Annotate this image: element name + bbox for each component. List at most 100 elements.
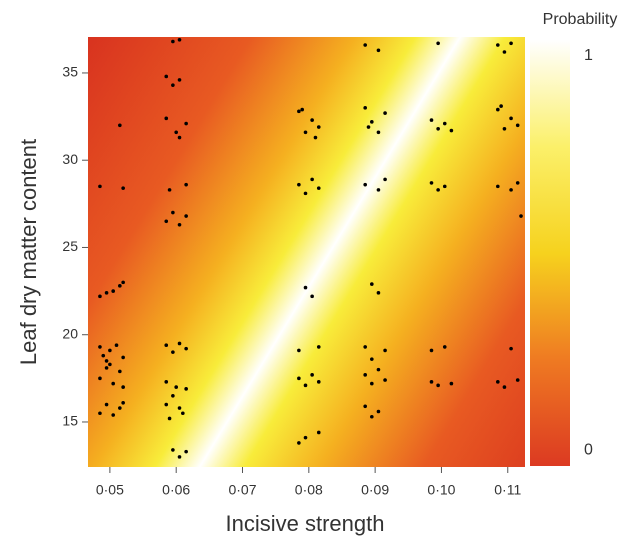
point	[310, 373, 314, 377]
point	[363, 182, 367, 187]
point	[164, 343, 169, 347]
point	[300, 107, 304, 112]
point	[177, 78, 182, 82]
point	[164, 402, 169, 407]
point	[111, 289, 115, 293]
y-tick-label: 20	[62, 325, 78, 341]
point	[177, 455, 182, 459]
point	[509, 41, 513, 46]
y-tick-label: 15	[62, 413, 78, 429]
point	[429, 348, 434, 353]
point	[118, 284, 122, 288]
point	[383, 111, 387, 115]
point	[502, 50, 507, 54]
point	[184, 182, 188, 187]
point	[111, 381, 115, 386]
point	[316, 125, 321, 129]
point	[436, 383, 440, 388]
point	[509, 116, 513, 121]
point	[164, 74, 169, 79]
point	[184, 346, 188, 351]
x-tick-label: 0·07	[228, 482, 256, 498]
point	[98, 376, 102, 381]
point	[164, 380, 169, 384]
point	[174, 130, 178, 135]
point	[436, 41, 440, 46]
point	[366, 125, 371, 129]
point	[121, 385, 125, 389]
point	[370, 282, 374, 286]
point	[376, 367, 381, 372]
point	[101, 353, 106, 358]
point	[98, 294, 102, 299]
x-tick-label: 0·05	[96, 482, 124, 498]
point	[167, 416, 172, 421]
point	[303, 435, 308, 440]
point	[496, 380, 500, 384]
point	[442, 184, 447, 189]
point	[121, 355, 125, 360]
point	[316, 380, 321, 384]
point	[164, 116, 169, 121]
point	[429, 380, 434, 384]
colorbar-tick-label: 0	[584, 441, 593, 458]
point	[171, 39, 175, 44]
point	[303, 130, 308, 135]
point	[104, 359, 109, 363]
point	[297, 348, 301, 353]
point	[496, 43, 500, 47]
point	[383, 348, 387, 353]
point	[171, 83, 175, 87]
point	[171, 393, 175, 398]
point	[449, 128, 454, 133]
point	[164, 219, 169, 224]
point	[177, 406, 182, 410]
point	[515, 123, 520, 128]
point	[171, 350, 175, 354]
point	[111, 413, 115, 417]
point	[184, 387, 188, 391]
point	[184, 449, 188, 454]
y-tick-label: 35	[62, 64, 78, 80]
point	[376, 409, 381, 414]
y-axis-label: Leaf dry matter content	[16, 139, 41, 365]
point	[363, 43, 367, 47]
point	[370, 414, 374, 419]
point	[363, 345, 367, 349]
x-tick-label: 0·06	[162, 482, 190, 498]
x-tick-label: 0·10	[427, 482, 455, 498]
point	[297, 109, 301, 114]
point	[118, 123, 122, 128]
point	[363, 404, 367, 409]
x-tick-label: 0·11	[494, 482, 521, 498]
point	[370, 120, 374, 124]
x-tick-label: 0·09	[361, 482, 389, 498]
probability-surface	[88, 37, 525, 467]
point	[316, 430, 321, 435]
point	[376, 130, 381, 135]
point	[297, 441, 301, 445]
point	[436, 126, 440, 131]
point	[167, 188, 172, 192]
point	[297, 182, 301, 187]
point	[171, 210, 175, 215]
point	[297, 376, 301, 381]
point	[515, 181, 520, 185]
point	[108, 362, 112, 367]
colorbar	[530, 40, 570, 466]
point	[303, 383, 308, 388]
point	[383, 177, 387, 182]
point	[363, 373, 367, 377]
point	[499, 104, 503, 108]
point	[121, 280, 125, 285]
point	[376, 291, 381, 295]
point	[98, 184, 102, 189]
point	[171, 448, 175, 452]
point	[383, 378, 387, 382]
point	[376, 188, 381, 192]
y-tick-label: 30	[62, 151, 78, 167]
point	[370, 357, 374, 361]
point	[98, 411, 102, 416]
colorbar-title: Probability	[543, 11, 618, 28]
